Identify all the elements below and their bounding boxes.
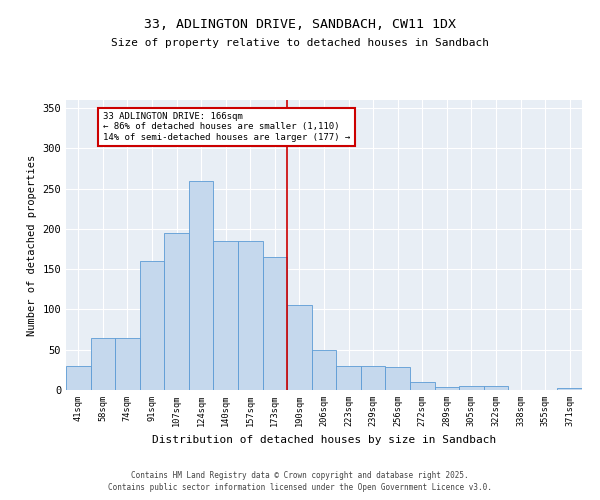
Bar	[263, 257, 287, 390]
Bar	[189, 180, 214, 390]
Text: Contains HM Land Registry data © Crown copyright and database right 2025.
Contai: Contains HM Land Registry data © Crown c…	[108, 471, 492, 492]
Y-axis label: Number of detached properties: Number of detached properties	[27, 154, 37, 336]
Bar	[287, 306, 312, 390]
Text: Size of property relative to detached houses in Sandbach: Size of property relative to detached ho…	[111, 38, 489, 48]
Bar	[484, 386, 508, 390]
Bar	[91, 338, 115, 390]
Bar	[434, 387, 459, 390]
Bar	[312, 350, 336, 390]
Text: 33 ADLINGTON DRIVE: 166sqm
← 86% of detached houses are smaller (1,110)
14% of s: 33 ADLINGTON DRIVE: 166sqm ← 86% of deta…	[103, 112, 350, 142]
Bar	[164, 233, 189, 390]
Bar	[238, 241, 263, 390]
X-axis label: Distribution of detached houses by size in Sandbach: Distribution of detached houses by size …	[152, 434, 496, 444]
Bar	[115, 338, 140, 390]
Bar	[66, 366, 91, 390]
Text: 33, ADLINGTON DRIVE, SANDBACH, CW11 1DX: 33, ADLINGTON DRIVE, SANDBACH, CW11 1DX	[144, 18, 456, 30]
Bar	[214, 241, 238, 390]
Bar	[385, 368, 410, 390]
Bar	[140, 261, 164, 390]
Bar	[410, 382, 434, 390]
Bar	[557, 388, 582, 390]
Bar	[459, 386, 484, 390]
Bar	[361, 366, 385, 390]
Bar	[336, 366, 361, 390]
